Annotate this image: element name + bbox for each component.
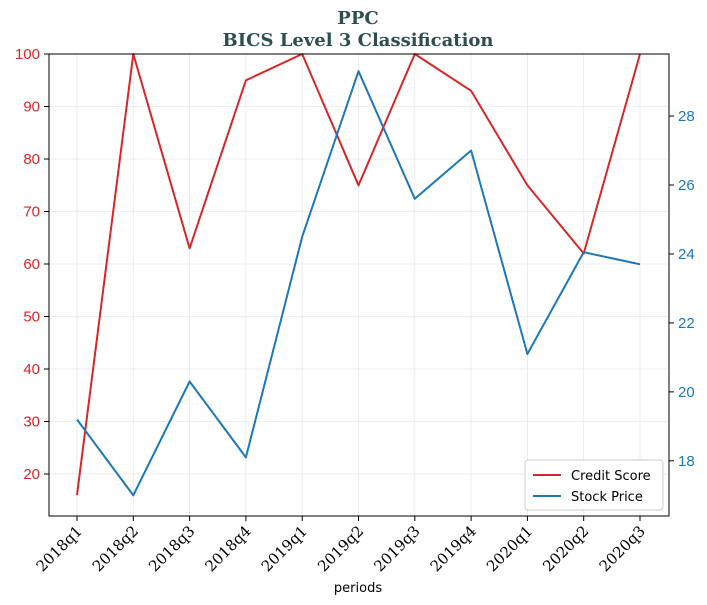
legend-label-stock-price: Stock Price [571,490,643,505]
right-axis-ticks: 18 20 22 24 26 28 [669,108,695,470]
legend-label-credit-score: Credit Score [571,469,651,484]
legend-box [524,459,664,511]
x-tick-label: 2019q2 [314,522,367,575]
x-tick-label: 2018q2 [89,522,142,575]
series-line-stock-price [76,70,641,497]
x-tick-label: 2019q1 [258,522,311,575]
chart-title: PPC [337,8,378,29]
left-tick-label: 80 [23,151,40,168]
left-tick-label: 70 [23,204,40,221]
grid [49,53,669,516]
x-axis-ticks: 2018q1 2018q2 2018q3 2018q4 2019q1 2019q2 2019… [33,516,649,575]
x-tick-label: 2020q3 [596,522,649,575]
left-tick-label: 60 [23,256,40,273]
left-tick-label: 20 [23,466,40,483]
x-axis-label: periods [334,581,382,596]
chart-subtitle: BICS Level 3 Classification [222,30,493,51]
x-tick-label: 2020q2 [539,522,592,575]
x-tick-label: 2019q4 [427,522,480,575]
left-axis-ticks: 20 30 40 50 60 70 80 90 100 [15,46,49,483]
right-tick-label: 20 [678,384,695,401]
x-tick-label: 2020q1 [483,522,536,575]
series-line-credit-score [76,53,641,496]
left-tick-label: 100 [15,46,40,63]
left-tick-label: 90 [23,99,40,116]
right-tick-label: 24 [678,246,695,263]
x-tick-label: 2018q1 [33,522,86,575]
x-tick-label: 2018q4 [201,522,254,575]
right-tick-label: 22 [678,315,695,332]
legend: Credit Score Stock Price [524,459,664,511]
x-tick-label: 2019q3 [370,522,423,575]
data-lines [76,53,641,497]
plot-frame [48,53,670,517]
right-tick-label: 26 [678,177,695,194]
right-tick-label: 18 [678,453,695,470]
left-tick-label: 40 [23,361,40,378]
left-tick-label: 30 [23,414,40,431]
left-tick-label: 50 [23,309,40,326]
x-tick-label: 2018q3 [145,522,198,575]
right-tick-label: 28 [678,108,695,125]
